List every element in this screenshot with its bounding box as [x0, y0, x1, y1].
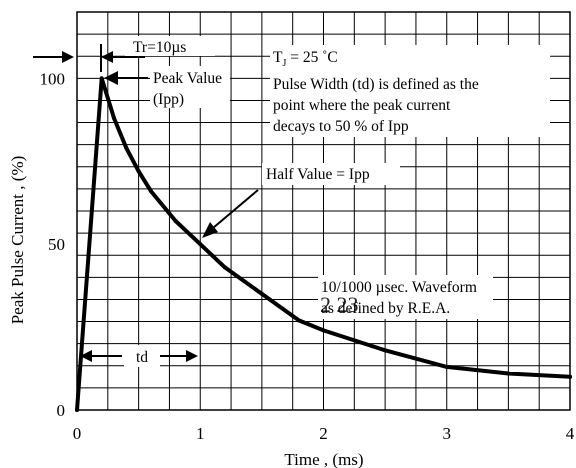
mask-tr-label: [125, 36, 215, 56]
series-0-point: [568, 374, 572, 379]
series-0-point: [136, 169, 141, 174]
series-0-points: [75, 76, 572, 412]
mask-half-value: [262, 163, 400, 185]
x-tick-label: 4: [566, 424, 575, 443]
series-0-point: [259, 291, 264, 296]
x-axis-label: Time , (ms): [284, 450, 363, 468]
waveform-line-2: as defined by R.E.A.: [321, 300, 450, 317]
half-value-arrow: [202, 189, 259, 238]
pulse-width-line-3: decays to 50 % of Ipp: [273, 118, 409, 135]
half-value-label: Half Value = Ipp: [266, 166, 370, 183]
td-arrows: [80, 350, 198, 362]
series-0-point: [111, 116, 116, 121]
series-0-point: [296, 318, 301, 323]
stamp-text: 2 23: [320, 292, 359, 317]
pulse-width-line-1: Pulse Width (td) is defined as the: [273, 76, 479, 93]
y-tick-label: 100: [40, 69, 66, 88]
series-0-point: [124, 145, 129, 150]
mask-peak-label: [150, 66, 230, 108]
tr-arrows: [33, 44, 145, 72]
td-label: td: [136, 349, 148, 366]
tj-rest: = 25 ˚C: [286, 49, 337, 66]
tj-label: TJ = 25 ˚C: [273, 49, 338, 69]
series-0-point: [321, 328, 326, 333]
x-tick-label: 2: [319, 424, 328, 443]
x-tick-label: 3: [443, 424, 452, 443]
series-0-point: [444, 364, 449, 369]
series-0-line: [75, 76, 572, 412]
x-tick-label: 1: [196, 424, 205, 443]
annotation-backgrounds: [124, 36, 550, 367]
y-tick-label: 50: [48, 235, 65, 254]
tick-labels: 0 1 2 3 4 0 50 100: [40, 69, 575, 443]
tj-main: T: [273, 49, 283, 66]
tj-sub: J: [282, 58, 286, 69]
tr-label: Tr=10µs: [133, 39, 186, 56]
series-0-point: [383, 348, 388, 353]
peak-label-line-2: (Ipp): [153, 91, 184, 108]
series-0-point: [222, 265, 227, 270]
series-0-point: [148, 189, 153, 194]
x-tick-label: 0: [73, 424, 82, 443]
waveform-line-1: 10/1000 µsec. Waveform: [321, 279, 477, 296]
peak-label-line-1: Peak Value: [153, 70, 222, 87]
mask-conditions: [270, 45, 550, 137]
mask-td-label: [124, 345, 160, 367]
series-0-point: [75, 408, 79, 412]
plot-frame: [76, 11, 571, 411]
pulse-width-line-2: point where the peak current: [273, 97, 451, 114]
mask-waveform: [318, 275, 493, 319]
y-tick-label: 0: [57, 401, 66, 420]
series-0-point: [198, 242, 203, 247]
series-0-point: [173, 218, 178, 223]
series-0-point: [99, 76, 104, 81]
y-axis-label: Peak Pulse Current , (%): [8, 156, 27, 325]
series-0-point: [506, 371, 511, 376]
peak-arrow: [104, 71, 148, 85]
